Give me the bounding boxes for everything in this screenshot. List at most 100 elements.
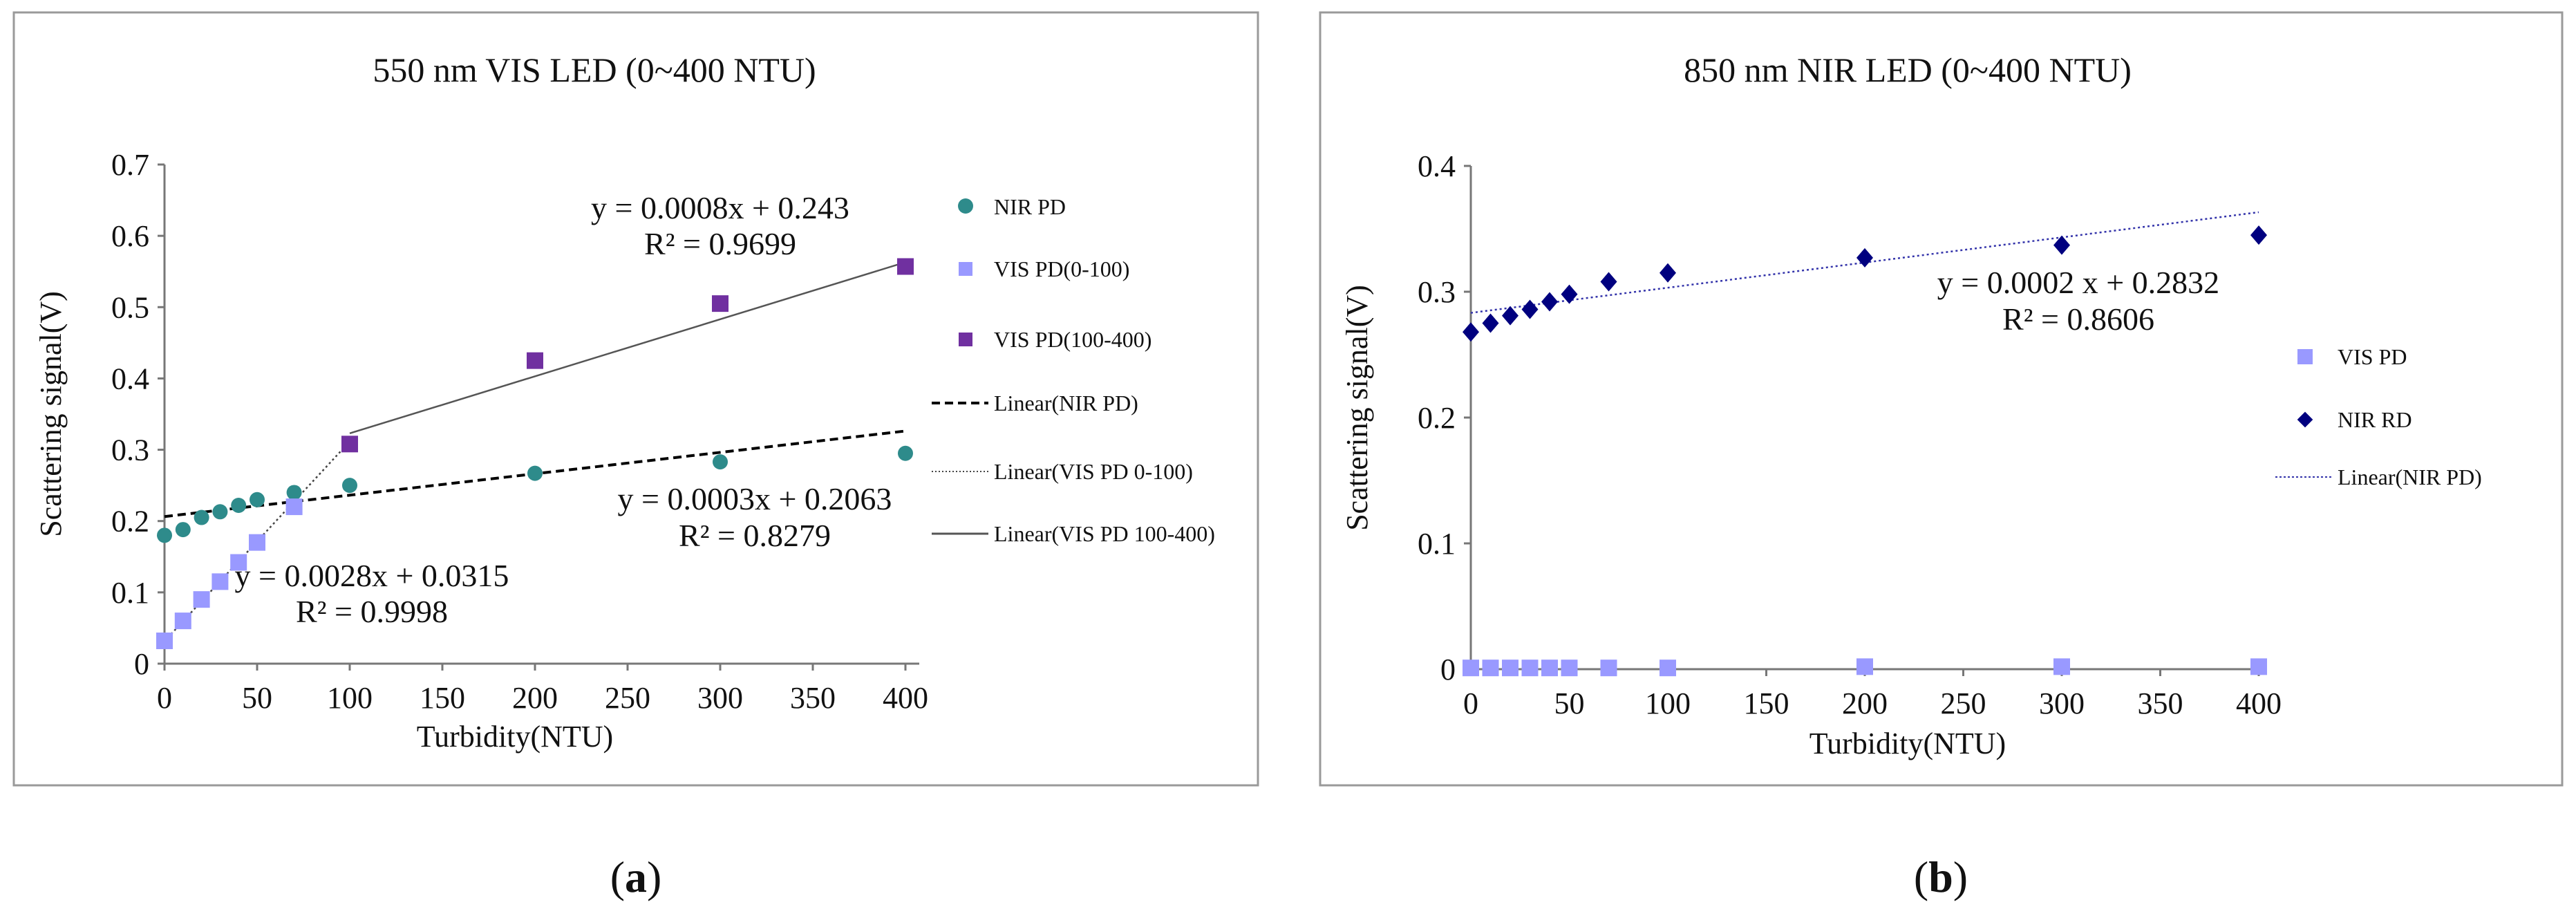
y-tick-label: 0.2 bbox=[1418, 401, 1456, 435]
panel-a-y-ticks: 0 0.1 0.2 0.3 0.4 0.5 0.6 0.7 bbox=[111, 148, 164, 681]
data-point-square bbox=[1856, 658, 1873, 675]
y-tick-label: 0.7 bbox=[111, 148, 149, 182]
legend-label-vis-pd: VIS PD bbox=[2338, 344, 2407, 369]
caption-a: (a) bbox=[610, 852, 662, 901]
panel-b-y-ticks: 0 0.1 0.2 0.3 0.4 bbox=[1418, 149, 1471, 686]
data-point-square bbox=[1541, 660, 1558, 677]
data-point-square bbox=[2053, 658, 2070, 675]
data-point-square bbox=[527, 352, 543, 369]
panel-a-eq-vis-0-100: y = 0.0028x + 0.0315 bbox=[235, 558, 509, 593]
y-tick-label: 0.5 bbox=[111, 290, 149, 324]
x-tick-label: 0 bbox=[1463, 686, 1478, 720]
panel-a-title: 550 nm VIS LED (0~400 NTU) bbox=[373, 50, 816, 89]
data-point-square bbox=[341, 436, 358, 453]
data-point-circle bbox=[250, 492, 265, 507]
caption-a-letter: a bbox=[625, 852, 647, 901]
legend-label-nir-pd: NIR PD bbox=[994, 194, 1066, 219]
legend-label-linear-nir-pd: Linear(NIR PD) bbox=[994, 391, 1138, 415]
data-point-circle bbox=[157, 527, 172, 543]
panel-a-eq-vis-100-400: y = 0.0008x + 0.243 bbox=[591, 190, 849, 225]
data-point-circle bbox=[713, 454, 728, 470]
data-point-square bbox=[1482, 660, 1499, 677]
panel-a-r2-vis-100-400: R² = 0.9699 bbox=[644, 226, 796, 261]
panel-b-y-axis-label: Scattering signal(V) bbox=[1340, 285, 1374, 531]
data-point-square bbox=[1521, 660, 1539, 677]
data-point-square bbox=[1463, 660, 1479, 677]
caption-b: (b) bbox=[1914, 852, 1968, 901]
x-tick-label: 100 bbox=[1645, 686, 1691, 720]
y-tick-label: 0.4 bbox=[1418, 149, 1456, 183]
panel-a-y-axis-label: Scattering signal(V) bbox=[34, 291, 68, 537]
data-point-square bbox=[230, 554, 247, 571]
data-point-square bbox=[156, 632, 173, 649]
panel-a-x-ticks: 0 50 100 150 200 250 300 350 400 bbox=[157, 664, 928, 715]
data-point-square bbox=[897, 258, 914, 275]
panel-b-r2-nir: R² = 0.8606 bbox=[2002, 301, 2154, 337]
x-tick-label: 50 bbox=[1554, 686, 1585, 720]
y-tick-label: 0.3 bbox=[1418, 275, 1456, 309]
x-tick-label: 250 bbox=[1941, 686, 1986, 720]
data-point-square bbox=[1502, 660, 1519, 677]
x-tick-label: 300 bbox=[2039, 686, 2085, 720]
panel-a-legend: NIR PD VIS PD(0-100) VIS PD(100-400) Lin… bbox=[932, 194, 1215, 546]
data-point-square bbox=[2250, 658, 2267, 675]
data-point-square bbox=[1600, 660, 1617, 677]
data-point-square bbox=[249, 534, 265, 551]
y-tick-label: 0.2 bbox=[111, 505, 149, 539]
x-tick-label: 150 bbox=[1744, 686, 1789, 720]
x-tick-label: 350 bbox=[790, 681, 836, 715]
x-tick-label: 400 bbox=[883, 681, 928, 715]
data-point-square bbox=[1561, 660, 1578, 677]
panel-b-title: 850 nm NIR LED (0~400 NTU) bbox=[1684, 50, 2132, 89]
x-tick-label: 50 bbox=[242, 681, 272, 715]
data-point-square bbox=[174, 613, 191, 630]
panel-b-x-ticks: 0 50 100 150 200 250 300 350 400 bbox=[1463, 669, 2282, 720]
data-point-square bbox=[211, 573, 229, 590]
data-point-diamond bbox=[1660, 263, 1676, 283]
x-tick-label: 0 bbox=[157, 681, 172, 715]
panel-b: 850 nm NIR LED (0~400 NTU) 0 0.1 0.2 0.3 0.4… bbox=[1319, 11, 2564, 787]
y-tick-label: 0 bbox=[134, 647, 149, 681]
panel-b-x-axis-label: Turbidity(NTU) bbox=[1809, 727, 2006, 760]
x-tick-label: 250 bbox=[605, 681, 650, 715]
panel-b-eq-nir: y = 0.0002 x + 0.2832 bbox=[1937, 265, 2219, 300]
panel-a-r2-nir: R² = 0.8279 bbox=[679, 518, 831, 553]
data-point-diamond bbox=[1463, 322, 1479, 342]
data-point-diamond bbox=[2053, 235, 2070, 255]
data-point-circle bbox=[342, 478, 357, 494]
data-point-circle bbox=[527, 465, 543, 481]
panel-a-x-axis-label: Turbidity(NTU) bbox=[417, 720, 613, 754]
x-tick-label: 200 bbox=[512, 681, 558, 715]
panel-a-frame bbox=[12, 11, 1259, 787]
x-tick-label: 100 bbox=[327, 681, 373, 715]
y-tick-label: 0.6 bbox=[111, 219, 149, 253]
y-tick-label: 0.1 bbox=[1418, 527, 1456, 561]
panel-b-legend: VIS PD NIR RD Linear(NIR PD) bbox=[2275, 344, 2482, 489]
x-tick-label: 350 bbox=[2138, 686, 2183, 720]
panel-a-eq-nir: y = 0.0003x + 0.2063 bbox=[618, 481, 892, 516]
data-point-diamond bbox=[1521, 299, 1539, 319]
y-tick-label: 0.4 bbox=[111, 362, 149, 395]
data-point-diamond bbox=[1561, 284, 1578, 304]
y-tick-label: 0 bbox=[1440, 653, 1456, 686]
legend-marker-nir-pd bbox=[958, 198, 973, 214]
x-tick-label: 400 bbox=[2236, 686, 2282, 720]
y-tick-label: 0.3 bbox=[111, 433, 149, 467]
data-point-square bbox=[193, 591, 210, 608]
legend-label-linear-vis-0-100: Linear(VIS PD 0-100) bbox=[994, 459, 1193, 484]
legend-label-nir-rd: NIR RD bbox=[2338, 407, 2412, 432]
legend-label-vis-pd-0-100: VIS PD(0-100) bbox=[994, 256, 1129, 281]
legend-marker-vis-pd-100-400 bbox=[959, 333, 972, 346]
data-point-circle bbox=[194, 509, 209, 525]
data-point-circle bbox=[286, 485, 302, 501]
legend-marker-nir-rd bbox=[2297, 411, 2313, 428]
data-point-diamond bbox=[2250, 225, 2267, 245]
y-tick-label: 0.1 bbox=[111, 576, 149, 610]
legend-marker-vis-pd-0-100 bbox=[959, 262, 972, 276]
panel-b-data-points bbox=[1463, 225, 2267, 677]
panel-a-data-points bbox=[156, 258, 914, 649]
panel-a-r2-vis-0-100: R² = 0.9998 bbox=[296, 594, 448, 629]
data-point-square bbox=[712, 295, 728, 312]
data-point-square bbox=[1660, 660, 1676, 677]
